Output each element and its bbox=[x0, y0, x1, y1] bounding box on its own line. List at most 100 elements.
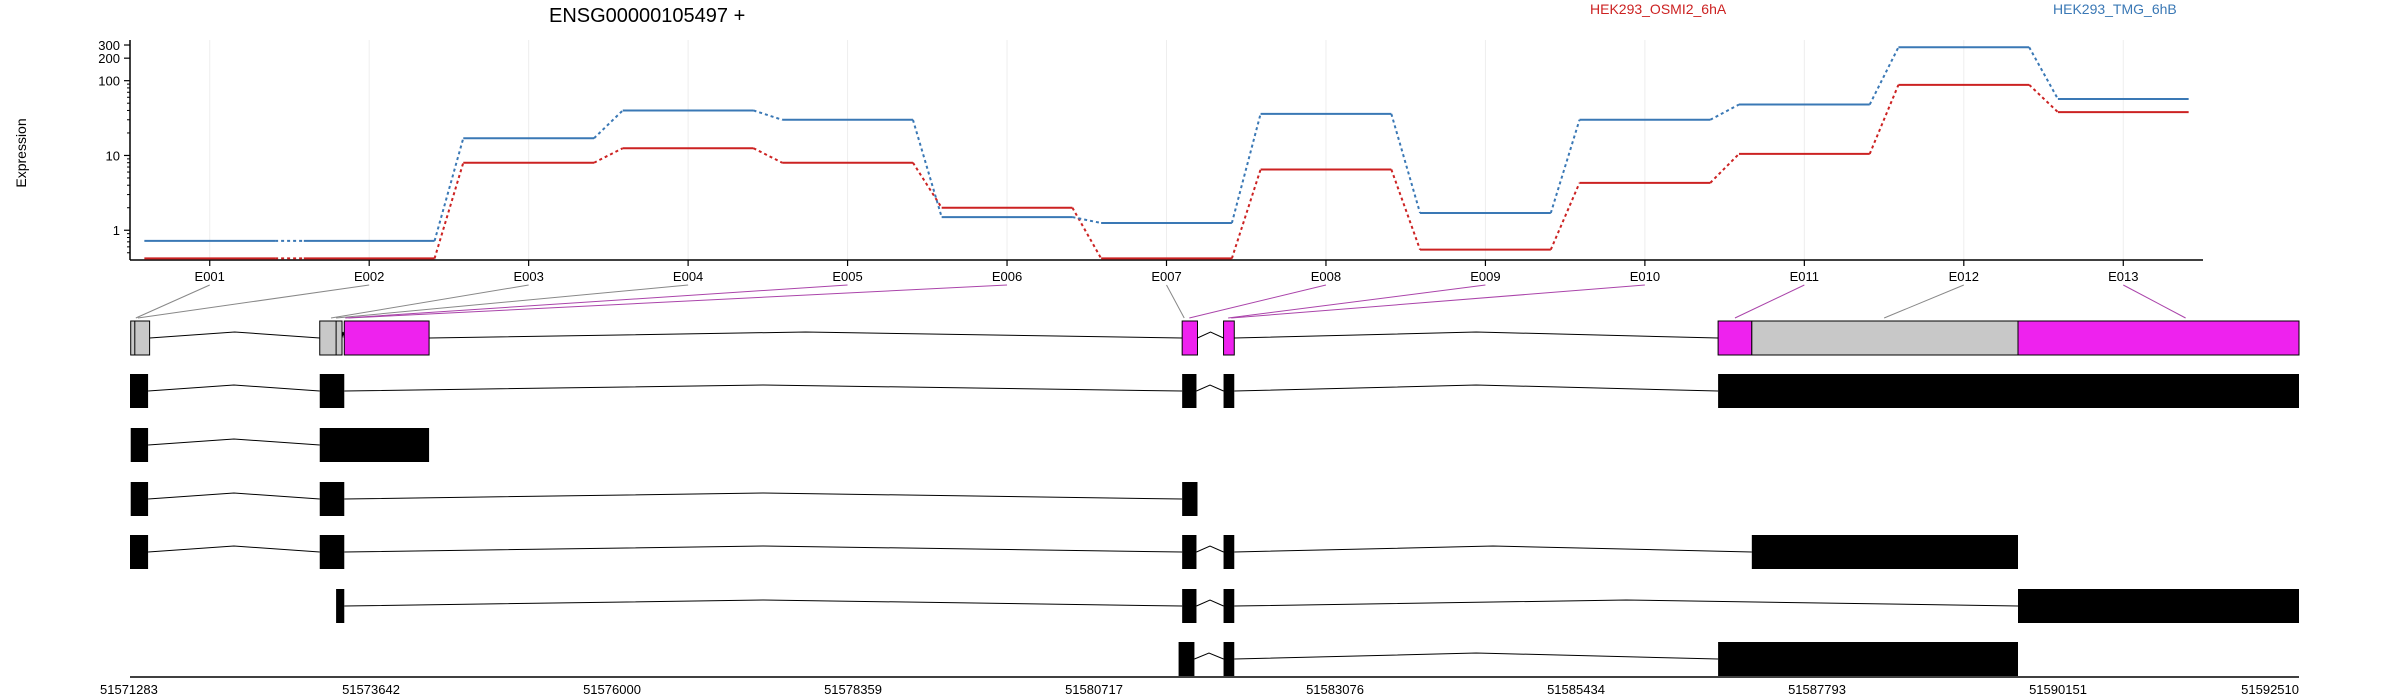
x-tick-label: E008 bbox=[1311, 269, 1341, 284]
y-tick-label: 1 bbox=[113, 223, 120, 238]
x-tick-label: E013 bbox=[2108, 269, 2138, 284]
series-connector bbox=[1390, 113, 1422, 214]
transcript-exon bbox=[1178, 642, 1195, 676]
exon-segment bbox=[1717, 320, 1753, 356]
transcript-exon bbox=[130, 482, 149, 516]
transcript-exon bbox=[130, 374, 149, 408]
intron-line bbox=[149, 331, 320, 339]
x-tick-label: E012 bbox=[1949, 269, 1979, 284]
transcript-exon bbox=[1182, 589, 1197, 623]
series-connector bbox=[593, 109, 624, 139]
series-connector bbox=[433, 162, 465, 259]
intron-line bbox=[1194, 652, 1224, 660]
intron-line bbox=[1234, 599, 2019, 607]
intron-line bbox=[1196, 599, 1224, 607]
transcript-exon bbox=[1182, 482, 1198, 516]
transcript-exon bbox=[1182, 535, 1197, 569]
x-tick-label: E009 bbox=[1470, 269, 1500, 284]
transcript-exon bbox=[130, 535, 149, 569]
exon-segment bbox=[1181, 320, 1198, 356]
genome-tick-label: 51583076 bbox=[1306, 682, 1364, 697]
transcript-exon bbox=[1751, 535, 2019, 569]
intron-line bbox=[344, 545, 1183, 553]
exon-mapping-line bbox=[345, 284, 848, 319]
exon-mapping-line bbox=[135, 284, 210, 319]
exon-mapping-line bbox=[1231, 284, 1645, 319]
x-tick-label: E011 bbox=[1790, 269, 1819, 284]
genome-tick-label: 51578359 bbox=[824, 682, 882, 697]
transcript-exon bbox=[1223, 589, 1235, 623]
exon-mapping-line bbox=[1189, 284, 1327, 319]
genome-tick-label: 51585434 bbox=[1547, 682, 1605, 697]
x-tick-label: E001 bbox=[195, 269, 225, 284]
intron-line bbox=[148, 438, 320, 446]
intron-line bbox=[429, 331, 1183, 339]
intron-line bbox=[344, 599, 1183, 607]
exon-mapping-line bbox=[1166, 284, 1185, 319]
series-connector bbox=[2028, 46, 2059, 100]
genome-tick-label: 51590151 bbox=[2029, 682, 2087, 697]
series-connector bbox=[753, 109, 783, 121]
series-connector bbox=[1230, 169, 1262, 259]
x-tick-label: E007 bbox=[1151, 269, 1181, 284]
genome-tick-label: 51580717 bbox=[1065, 682, 1123, 697]
exon-segment bbox=[2017, 320, 2300, 356]
series-connector bbox=[1230, 113, 1262, 224]
intron-line bbox=[1197, 331, 1224, 339]
series-connector bbox=[1709, 153, 1740, 184]
transcript-exon bbox=[2018, 589, 2299, 623]
transcript-exon bbox=[130, 428, 149, 462]
genome-tick-label: 51573642 bbox=[342, 682, 400, 697]
y-axis-label: Expression bbox=[13, 118, 29, 187]
series-connector bbox=[1390, 169, 1421, 250]
y-tick-label: 300 bbox=[98, 38, 120, 53]
intron-line bbox=[344, 384, 1183, 392]
exon-mapping-line bbox=[2123, 284, 2186, 319]
series-connector bbox=[1709, 103, 1740, 121]
transcript-exon bbox=[319, 428, 430, 462]
series-connector bbox=[1072, 216, 1102, 224]
genome-tick-label: 51571283 bbox=[100, 682, 158, 697]
genome-tick-label: 51576000 bbox=[583, 682, 641, 697]
intron-line bbox=[148, 545, 320, 553]
intron-line bbox=[148, 384, 320, 392]
series-connector bbox=[2028, 84, 2059, 113]
transcript-exon bbox=[319, 482, 345, 516]
exon-mapping-line bbox=[1228, 284, 1486, 319]
intron-line bbox=[344, 492, 1183, 500]
exon-mapping-line bbox=[1883, 284, 1964, 319]
intron-line bbox=[1234, 545, 1752, 553]
series-connector bbox=[1549, 182, 1581, 251]
exon-segment bbox=[1751, 320, 2019, 356]
x-tick-label: E005 bbox=[832, 269, 862, 284]
series-connector bbox=[1868, 84, 1900, 155]
transcript-exon bbox=[1223, 374, 1235, 408]
exon-mapping-line bbox=[336, 284, 689, 319]
legend-entry-tmg: HEK293_TMG_6hB bbox=[2053, 1, 2177, 17]
series-connector bbox=[593, 147, 624, 164]
series-connector bbox=[753, 147, 783, 164]
series-connector bbox=[1071, 207, 1102, 259]
genome-tick-label: 51587793 bbox=[1788, 682, 1846, 697]
intron-line bbox=[148, 492, 320, 500]
y-tick-label: 10 bbox=[106, 148, 120, 163]
legend-entry-osmi2: HEK293_OSMI2_6hA bbox=[1590, 1, 1727, 17]
exon-segment bbox=[1223, 320, 1235, 356]
intron-line bbox=[1234, 652, 1719, 660]
intron-line bbox=[1196, 545, 1224, 553]
transcript-exon bbox=[319, 535, 345, 569]
series-connector bbox=[433, 137, 465, 242]
y-tick-label: 100 bbox=[98, 74, 120, 89]
exon-mapping-line bbox=[330, 284, 529, 319]
transcript-exon bbox=[1182, 374, 1197, 408]
series-connector bbox=[911, 119, 943, 218]
exon-mapping-line bbox=[137, 284, 370, 319]
y-tick-label: 200 bbox=[98, 51, 120, 66]
series-connector bbox=[912, 162, 943, 209]
x-tick-label: E003 bbox=[513, 269, 543, 284]
transcript-exon bbox=[319, 374, 345, 408]
x-tick-label: E006 bbox=[992, 269, 1022, 284]
intron-line bbox=[1234, 331, 1719, 339]
series-connector bbox=[1549, 119, 1581, 214]
